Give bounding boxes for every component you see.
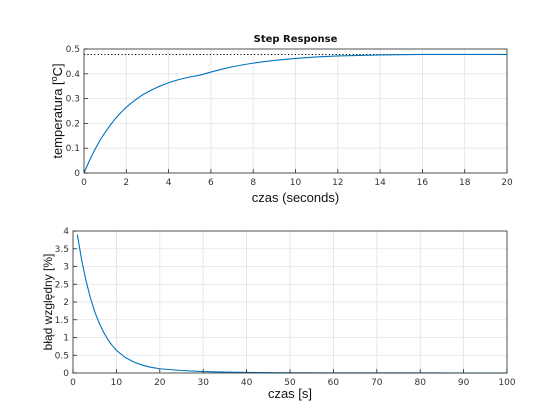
- y-axis-label-unit: C]: [50, 63, 65, 76]
- x-tick-label: 80: [414, 378, 426, 388]
- x-tick-label: 100: [498, 378, 515, 388]
- y-tick-label: 0.2: [66, 119, 80, 129]
- x-tick-label: 2: [123, 178, 129, 188]
- y-tick-label: 2: [63, 298, 69, 308]
- y-tick-label: 3: [63, 263, 69, 273]
- y-tick-label: 1.5: [55, 316, 69, 326]
- y-tick-label: 0.5: [66, 45, 80, 55]
- chart-title: Step Response: [254, 34, 338, 45]
- x-tick-label: 12: [332, 178, 343, 188]
- y-tick-label: 0.3: [66, 95, 80, 105]
- y-tick-label: 0.1: [66, 144, 80, 154]
- x-tick-label: 10: [290, 178, 302, 188]
- x-tick-label: 20: [154, 378, 166, 388]
- x-tick-label: 4: [166, 178, 172, 188]
- y-tick-label: 4: [63, 227, 69, 237]
- x-axis-label: czas (seconds): [252, 190, 339, 205]
- step-response-chart: 0 2 4 6 8 10 12 14 16 18 20 0 0.1 0.2 0.3 0.4 0.5 Step …: [49, 34, 513, 205]
- y-axis-label-text: temperatura [: [50, 81, 65, 159]
- x-tick-label: 18: [459, 178, 471, 188]
- x-tick-label: 10: [111, 378, 123, 388]
- y-tick-label: 0.4: [66, 70, 81, 80]
- x-tick-label: 8: [250, 178, 256, 188]
- x-tick-label: 6: [208, 178, 214, 188]
- y-tick-label: 2.5: [55, 280, 69, 290]
- y-tick-label: 3.5: [55, 245, 69, 255]
- x-tick-label: 70: [371, 378, 383, 388]
- x-tick-label: 90: [458, 378, 470, 388]
- y-axis-label: błąd względny [%]: [41, 254, 55, 351]
- y-tick-label: 0: [63, 369, 69, 379]
- x-tick-label: 14: [374, 178, 386, 188]
- x-tick-label: 16: [417, 178, 429, 188]
- x-tick-label: 30: [197, 378, 209, 388]
- x-tick-label: 0: [81, 178, 87, 188]
- x-tick-label: 20: [501, 178, 513, 188]
- y-tick-label: 0: [74, 169, 80, 179]
- y-tick-label: 0.5: [55, 351, 69, 361]
- relative-error-chart: 0 10 20 30 40 50 60 70 80 90 100 00.511.522.533.54…: [41, 227, 516, 401]
- x-axis-label: czas [s]: [268, 386, 312, 401]
- y-axis-label: temperatura [oC]: [49, 63, 65, 158]
- x-tick-label: 40: [241, 378, 253, 388]
- x-tick-label: 0: [70, 378, 76, 388]
- x-tick-label: 60: [328, 378, 340, 388]
- y-tick-label: 1: [63, 334, 69, 344]
